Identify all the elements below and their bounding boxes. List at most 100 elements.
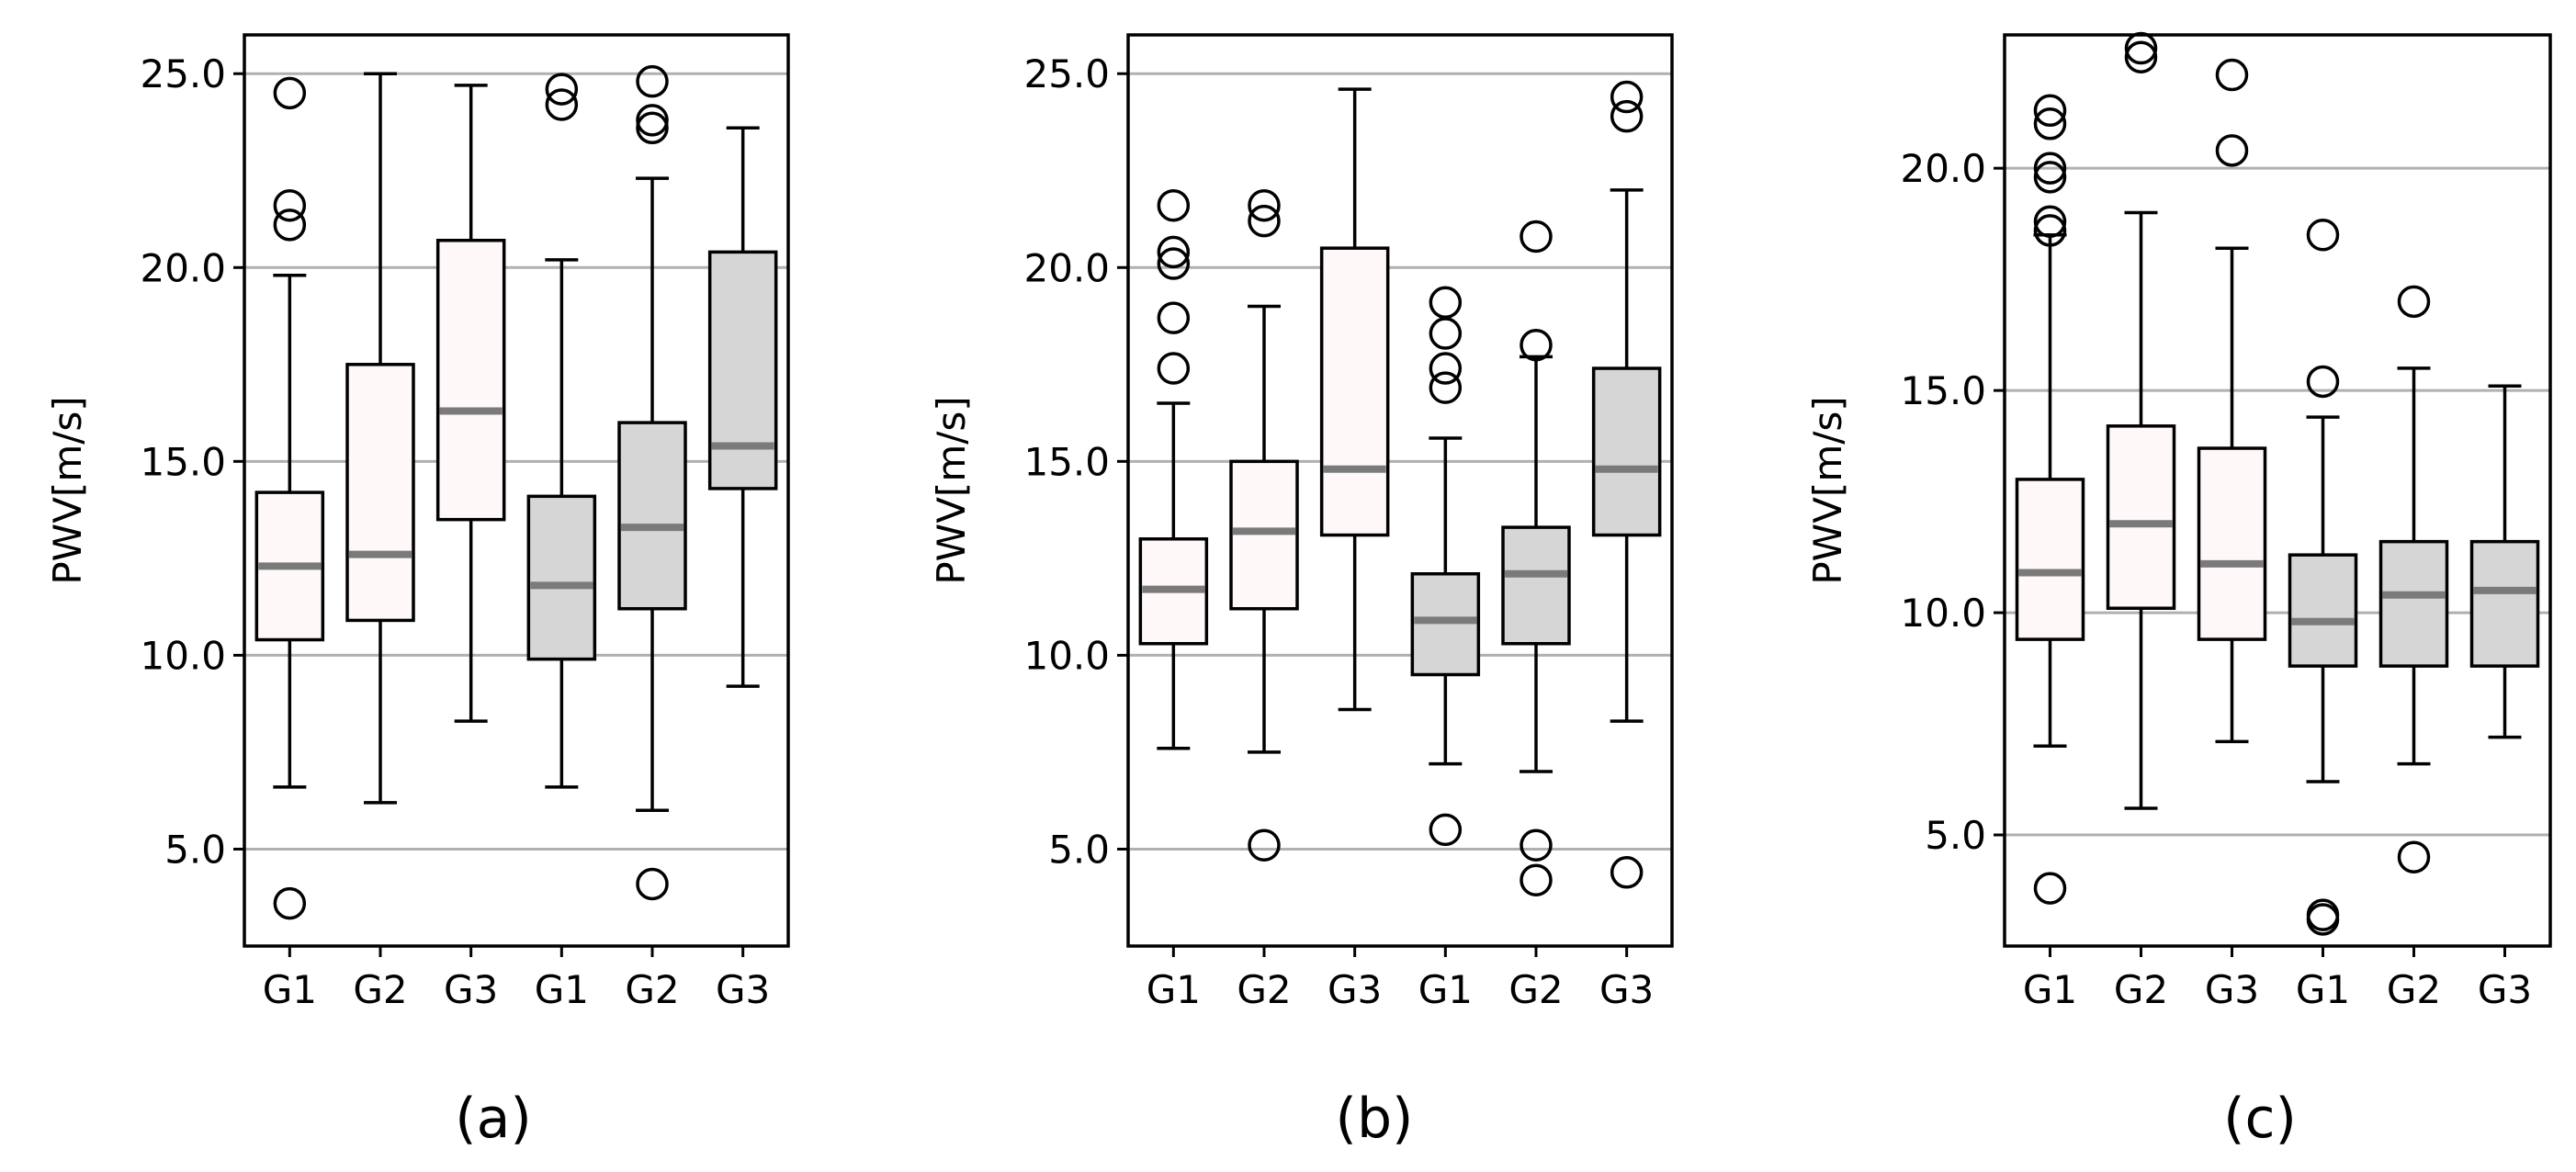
- box-g3-6: [707, 126, 778, 688]
- y-tick-label: 10.0: [140, 633, 226, 678]
- outlier-point: [1429, 371, 1463, 404]
- x-tick-label: G3: [2478, 967, 2532, 1012]
- x-tick-label: G3: [2205, 967, 2259, 1012]
- outlier-point: [1157, 352, 1191, 385]
- y-tick-label: 5.0: [1048, 827, 1110, 872]
- outlier-point: [1610, 99, 1644, 133]
- box-g2-5: [2378, 285, 2449, 873]
- outlier-point: [2033, 872, 2067, 905]
- y-tick-label: 20.0: [1900, 146, 1986, 191]
- outlier-point: [2124, 40, 2158, 73]
- box-iqr: [2288, 553, 2358, 668]
- outlier-point: [2306, 365, 2340, 399]
- outlier-point: [1248, 188, 1281, 222]
- box-iqr: [435, 238, 506, 522]
- box-g1-4: [526, 73, 597, 789]
- box-g2-5: [1501, 220, 1571, 896]
- outlier-point: [273, 76, 307, 110]
- y-tick-label: 15.0: [1023, 439, 1110, 484]
- box-iqr: [2197, 446, 2267, 641]
- x-tick-label: G1: [2023, 967, 2077, 1012]
- box-iqr: [1501, 525, 1571, 646]
- chart-panel-2: 5.0 10.0 15.0 20.0 25.0 G1 G2 G3 G1 G2 G3 PWV[m/s] (…: [929, 33, 1674, 1151]
- outlier-point: [2033, 107, 2067, 141]
- box-g1-1: [254, 76, 325, 920]
- outlier-point: [1520, 828, 1553, 862]
- y-tick-label: 20.0: [140, 245, 226, 290]
- outlier-point: [1520, 328, 1553, 362]
- outlier-point: [2215, 134, 2249, 167]
- box-g1-1: [1138, 188, 1209, 750]
- x-tick-label: G2: [2114, 967, 2168, 1012]
- outlier-point: [2033, 205, 2067, 238]
- panel-caption: (b): [1336, 1087, 1414, 1151]
- outlier-point: [1610, 856, 1644, 889]
- outlier-point: [636, 111, 669, 145]
- outlier-point: [1429, 286, 1463, 320]
- x-tick-label: G1: [2296, 967, 2350, 1012]
- outlier-point: [636, 104, 669, 137]
- x-tick-label: G1: [1418, 967, 1473, 1012]
- x-tick-label: G2: [625, 967, 679, 1012]
- y-axis-label: PWV[m/s]: [45, 396, 90, 584]
- outlier-point: [1429, 813, 1463, 847]
- box-iqr: [2015, 478, 2085, 641]
- box-iqr: [526, 494, 597, 661]
- box-g3-3: [1319, 87, 1390, 712]
- box-g2-2: [345, 72, 415, 805]
- outlier-point: [2397, 840, 2431, 873]
- box-iqr: [2469, 539, 2540, 668]
- outlier-point: [1520, 863, 1553, 896]
- y-tick-label: 10.0: [1900, 591, 1986, 636]
- box-g1-1: [2015, 94, 2085, 905]
- outlier-point: [1429, 352, 1463, 385]
- outlier-point: [273, 188, 307, 222]
- x-tick-label: G1: [535, 967, 589, 1012]
- outlier-point: [1157, 188, 1191, 222]
- box-g1-4: [1410, 286, 1481, 847]
- plot-frame: [243, 33, 790, 948]
- outlier-point: [2306, 898, 2340, 931]
- x-tick-label: G1: [263, 967, 317, 1012]
- y-tick-label: 10.0: [1023, 633, 1110, 678]
- x-tick-label: G3: [1599, 967, 1654, 1012]
- outlier-point: [273, 208, 307, 242]
- x-tick-label: G2: [353, 967, 407, 1012]
- outlier-point: [273, 886, 307, 920]
- box-iqr: [345, 363, 415, 623]
- outlier-point: [545, 73, 579, 106]
- outlier-point: [545, 88, 579, 121]
- outlier-point: [2215, 58, 2249, 92]
- x-tick-label: G2: [1237, 967, 1291, 1012]
- box-g2-5: [617, 64, 687, 901]
- outlier-point: [1248, 204, 1281, 238]
- x-tick-label: G3: [444, 967, 498, 1012]
- x-tick-label: G1: [1147, 967, 1201, 1012]
- box-iqr: [1410, 572, 1481, 677]
- y-tick-label: 15.0: [1900, 368, 1986, 413]
- y-tick-label: 5.0: [1925, 813, 1986, 858]
- panel-caption: (c): [2223, 1087, 2297, 1151]
- y-tick-label: 15.0: [140, 439, 226, 484]
- box-iqr: [1591, 366, 1662, 537]
- outlier-point: [2306, 219, 2340, 252]
- outlier-point: [2397, 285, 2431, 319]
- outlier-point: [2033, 94, 2067, 128]
- y-tick-label: 20.0: [1023, 245, 1110, 290]
- box-g3-6: [2469, 384, 2540, 739]
- x-tick-label: G2: [2387, 967, 2441, 1012]
- box-iqr: [2106, 424, 2176, 610]
- outlier-point: [1157, 301, 1191, 334]
- y-tick-label: 25.0: [140, 51, 226, 96]
- plot-frame: [1126, 33, 1674, 948]
- x-tick-label: G3: [716, 967, 770, 1012]
- outlier-point: [636, 64, 669, 98]
- x-tick-label: G2: [1508, 967, 1563, 1012]
- box-g3-3: [2197, 58, 2267, 744]
- box-g3-3: [435, 84, 506, 723]
- plot-frame: [2003, 33, 2552, 948]
- outlier-point: [1610, 80, 1644, 114]
- panel-caption: (a): [455, 1087, 532, 1151]
- outlier-point: [2033, 161, 2067, 194]
